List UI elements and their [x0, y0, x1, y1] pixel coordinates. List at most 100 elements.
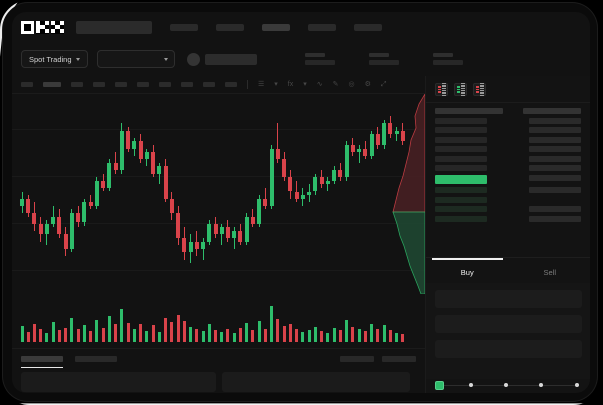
orderbook-mode-bids-icon[interactable] [454, 82, 467, 97]
timeframe-button-1[interactable] [21, 82, 33, 87]
bottom-tab-order-history[interactable] [75, 356, 117, 362]
table-row[interactable] [426, 215, 590, 222]
table-row[interactable] [426, 136, 590, 143]
orderbook-price-cell [435, 165, 487, 171]
volume-bar [182, 321, 186, 342]
nav-items [170, 23, 382, 31]
indicators-icon[interactable]: fx [287, 81, 294, 88]
volume-bar [120, 309, 124, 342]
table-row[interactable] [426, 187, 590, 193]
volume-bar [307, 330, 311, 342]
camera-icon[interactable]: ◎ [348, 81, 355, 88]
table-row[interactable] [426, 196, 590, 203]
timeframe-button-3[interactable] [71, 82, 83, 87]
bottom-action-1[interactable] [340, 356, 374, 362]
orderbook-mode-asks-icon[interactable] [473, 82, 486, 97]
slider-step-75[interactable] [539, 383, 543, 388]
orderbook-amount-cell [529, 127, 581, 133]
orderbook-price-cell [435, 174, 487, 184]
stat-value [432, 60, 463, 65]
timeframe-button-7[interactable] [159, 82, 171, 87]
volume-bar [82, 325, 86, 342]
volume-bar [370, 323, 374, 342]
okx-logo-icon[interactable] [21, 20, 64, 34]
orderbook-amount-cell [529, 155, 581, 162]
price-input[interactable] [435, 290, 582, 308]
chart-type-caret-icon[interactable]: ▾ [274, 81, 278, 88]
volume-bar [382, 325, 386, 342]
fullscreen-icon[interactable]: ⤢ [380, 81, 387, 88]
trading-mode-dropdown[interactable]: Spot Trading [21, 50, 88, 68]
orderbook-price-cell [435, 206, 487, 212]
pair-and-stats-bar: Spot Trading [12, 42, 590, 76]
trendline-icon[interactable]: ∿ [316, 81, 323, 88]
volume-bar [76, 329, 80, 342]
pencil-icon[interactable]: ✎ [332, 81, 339, 88]
orderbook-amount-cell [529, 146, 581, 152]
table-row[interactable] [426, 174, 590, 184]
slider-step-100[interactable] [575, 383, 579, 388]
chart-gridline [12, 175, 425, 177]
volume-bar [295, 329, 299, 342]
settings-gear-icon[interactable]: ⚙ [364, 81, 371, 88]
sidebar-item-earn[interactable] [262, 23, 290, 31]
pair-select-dropdown[interactable] [96, 50, 175, 68]
timeframe-button-6[interactable] [137, 82, 149, 87]
orders-panel [12, 348, 425, 393]
timeframe-button-8[interactable] [181, 82, 193, 87]
indicators-caret-icon[interactable]: ▾ [303, 81, 307, 88]
table-row[interactable] [426, 155, 590, 162]
amount-percent-slider[interactable] [435, 380, 582, 392]
sidebar-item-markets[interactable] [216, 23, 244, 31]
timeframe-button-9[interactable] [203, 82, 215, 87]
sidebar-item-more[interactable] [354, 23, 382, 31]
table-row[interactable] [426, 206, 590, 212]
tab-buy[interactable]: Buy [426, 258, 509, 283]
table-row[interactable] [426, 127, 590, 133]
table-row[interactable] [426, 117, 590, 124]
orderbook-mode-both-icon[interactable] [435, 82, 448, 97]
volume-bar [395, 332, 399, 342]
chart-type-icon[interactable]: ☰ [258, 81, 265, 88]
sidebar-item-wallet[interactable] [308, 23, 336, 31]
volume-bar [263, 328, 267, 342]
volume-bar [288, 324, 292, 342]
amount-input[interactable] [435, 315, 582, 333]
tab-buy-label: Buy [460, 267, 474, 277]
table-row[interactable] [426, 165, 590, 171]
orderbook-amount-cell [529, 117, 581, 124]
sidebar-item-trade[interactable] [170, 23, 198, 31]
table-row[interactable] [426, 146, 590, 152]
orderbook-amount-cell [529, 215, 581, 222]
volume-bar [363, 331, 367, 342]
price-chart[interactable] [12, 94, 425, 348]
timeframe-button-10[interactable] [225, 82, 237, 87]
volume-bar [257, 321, 261, 342]
slider-handle[interactable] [435, 381, 444, 390]
timeframe-button-2[interactable] [43, 82, 61, 87]
timeframe-button-4[interactable] [93, 82, 105, 87]
timeframe-button-5[interactable] [115, 82, 127, 87]
orderbook-col-price [435, 108, 503, 114]
slider-step-25[interactable] [469, 383, 473, 388]
coin-avatar-icon [186, 52, 200, 66]
volume-bar [101, 327, 105, 342]
okx-logo-o [21, 20, 34, 34]
slider-step-50[interactable] [504, 383, 508, 388]
stat-24h-change [368, 53, 399, 65]
market-stats [304, 53, 463, 65]
top-navigation-bar [12, 12, 590, 42]
bottom-action-2[interactable] [382, 356, 416, 362]
volume-bar [301, 331, 305, 342]
volume-bar [245, 322, 249, 342]
orderbook-price-cell [435, 196, 487, 203]
chevron-down-icon [75, 57, 80, 61]
bottom-tab-open-orders[interactable] [21, 356, 63, 369]
total-input[interactable] [435, 340, 582, 358]
stat-label [368, 53, 389, 57]
search-input[interactable] [76, 20, 152, 34]
volume-bar [164, 318, 168, 342]
volume-bar [345, 320, 349, 342]
tab-sell[interactable]: Sell [509, 258, 591, 283]
volume-bar [220, 331, 224, 342]
